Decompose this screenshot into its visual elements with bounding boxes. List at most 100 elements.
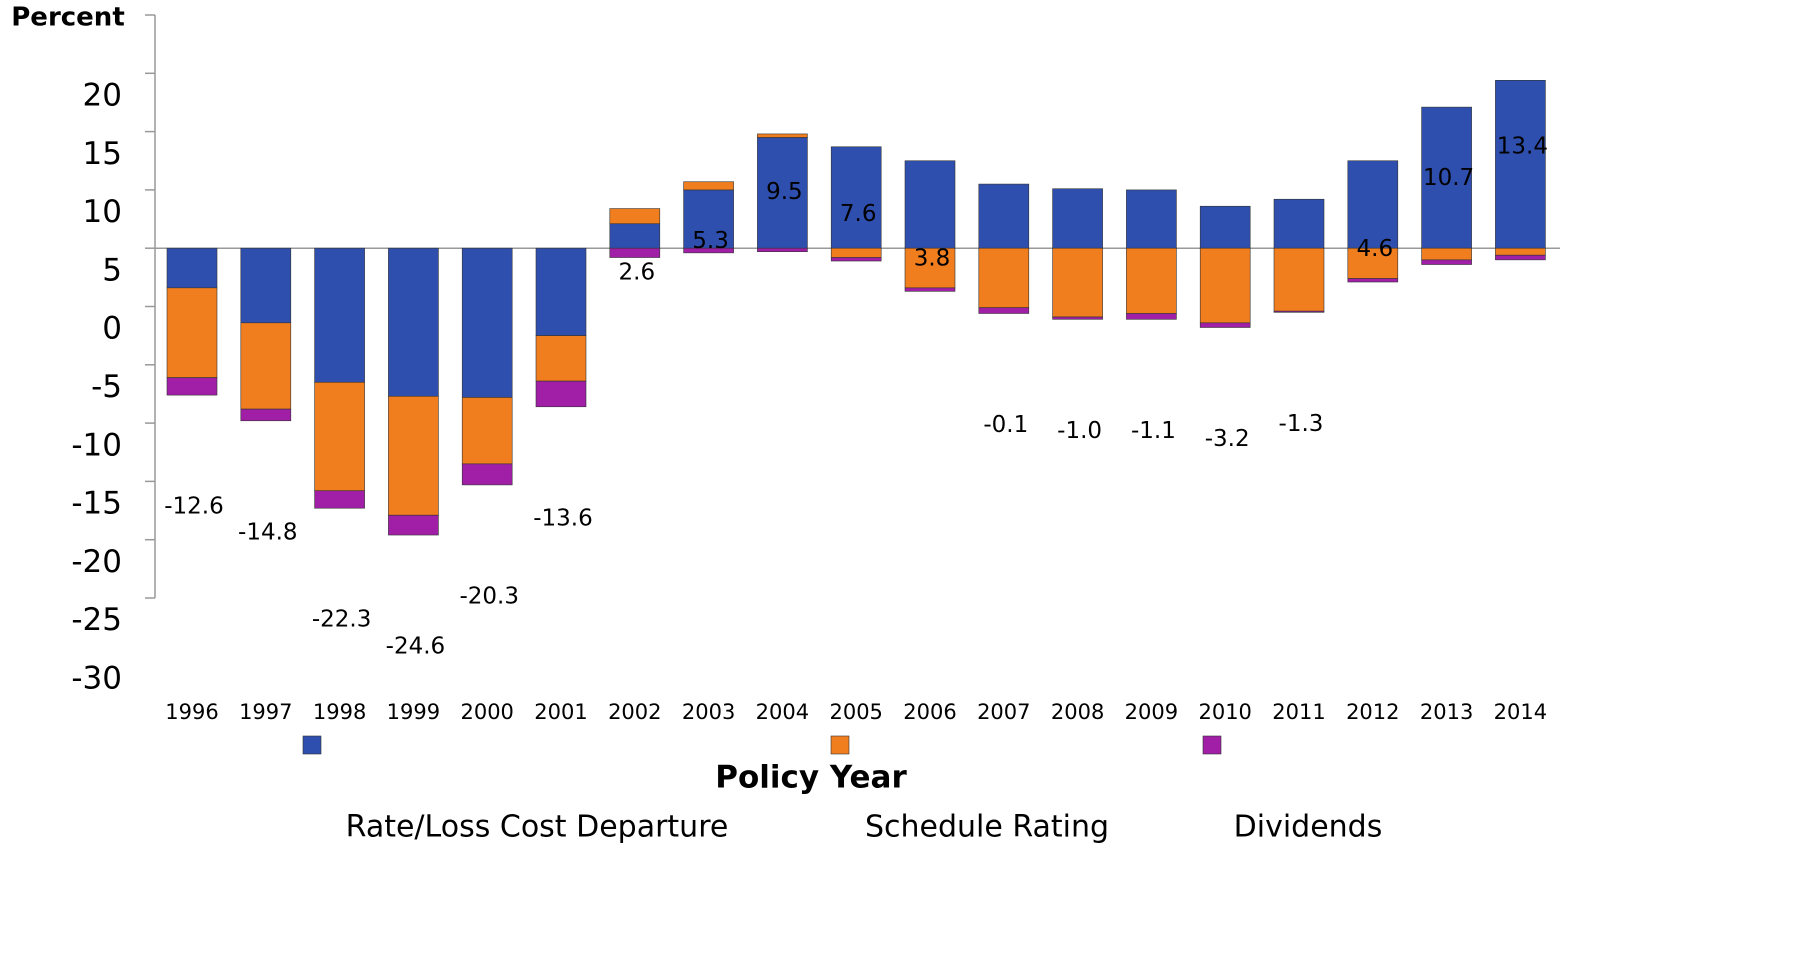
bar-segment <box>1273 198 1325 249</box>
bar-segment <box>609 223 661 249</box>
bar-segment <box>1126 313 1177 320</box>
bar-segment <box>830 247 882 258</box>
bar-segment <box>314 247 365 383</box>
bar-segment <box>388 514 439 536</box>
bar-segment <box>1052 188 1103 249</box>
x-tick-label: 2009 <box>1125 700 1178 724</box>
y-tick-label: -20 <box>71 544 122 580</box>
bar-segment <box>1199 322 1251 328</box>
bar-segment <box>240 408 292 422</box>
bar-segment <box>535 335 587 382</box>
value-label: -13.6 <box>533 505 593 531</box>
bar-segment <box>535 247 587 336</box>
value-label: -12.6 <box>164 494 224 520</box>
value-label: 2.6 <box>619 259 656 285</box>
legend-swatch <box>1202 735 1222 755</box>
x-tick-label: 2007 <box>977 700 1030 724</box>
bar-segment <box>535 380 587 408</box>
bar-segment <box>1199 247 1251 324</box>
y-tick-label: -5 <box>91 369 122 405</box>
bar-segment <box>388 395 439 516</box>
bar-segment <box>461 397 513 465</box>
bar-segment <box>1495 247 1546 256</box>
y-axis-title: Percent <box>11 3 125 33</box>
bar-segment <box>1052 247 1103 318</box>
bar-segment <box>461 247 513 398</box>
legend-label: Dividends <box>1234 810 1383 845</box>
bar-segment <box>1052 316 1103 320</box>
bar-segment <box>314 490 365 509</box>
x-tick-label: 2005 <box>829 700 882 724</box>
x-tick-label: 2014 <box>1494 700 1547 724</box>
value-label: 4.6 <box>1357 236 1394 262</box>
x-tick-label: 2002 <box>608 700 661 724</box>
x-tick-label: 2010 <box>1198 700 1251 724</box>
bar-segment <box>1273 247 1325 312</box>
bar-segment <box>683 189 734 249</box>
bar-segment <box>609 208 661 225</box>
bar-segment <box>830 257 882 262</box>
bar-segment <box>1126 189 1177 249</box>
x-tick-label: 2000 <box>460 700 513 724</box>
bar-segment <box>166 247 218 289</box>
bar-segment <box>1421 106 1472 249</box>
value-label: -22.3 <box>312 607 372 633</box>
bar-segment <box>978 247 1030 308</box>
bar-segment <box>166 287 218 378</box>
value-label: -1.1 <box>1131 418 1176 444</box>
bar-segment <box>1421 247 1472 261</box>
y-tick-label: 20 <box>83 78 122 114</box>
bar-segment <box>461 463 513 486</box>
value-label: -3.2 <box>1205 426 1250 452</box>
y-tick-label: -30 <box>71 661 122 697</box>
x-tick-label: 2011 <box>1272 700 1325 724</box>
bar-segment <box>609 247 661 258</box>
bar-segment <box>978 183 1030 249</box>
bar-segment <box>1199 205 1251 249</box>
x-axis-title: Policy Year <box>715 760 907 796</box>
bar-segment <box>1495 79 1546 249</box>
bar-segment <box>1421 259 1472 265</box>
legend-label: Rate/Loss Cost Departure <box>346 810 729 845</box>
bar-segment <box>314 381 365 492</box>
y-tick-label: -25 <box>71 602 122 638</box>
x-tick-label: 1999 <box>387 700 440 724</box>
x-tick-label: 2013 <box>1420 700 1473 724</box>
bar-segment <box>978 307 1030 314</box>
value-label: -0.1 <box>983 412 1028 438</box>
value-label: 5.3 <box>692 228 729 254</box>
bar-segment <box>1126 247 1177 314</box>
bar-segment <box>1347 160 1399 249</box>
value-label: -14.8 <box>238 519 298 545</box>
value-label: -1.3 <box>1279 411 1324 437</box>
bar-segment <box>240 322 292 410</box>
legend-swatch <box>830 735 850 755</box>
bar-segment <box>904 247 956 289</box>
bar-segment <box>904 160 956 249</box>
x-tick-label: 2001 <box>534 700 587 724</box>
bar-segment <box>240 247 292 324</box>
x-tick-label: 1997 <box>239 700 292 724</box>
x-tick-label: 1998 <box>313 700 366 724</box>
legend-swatch <box>302 735 322 755</box>
value-label: -24.6 <box>386 634 446 660</box>
bar-segment <box>683 247 734 254</box>
y-tick-label: 5 <box>102 252 122 288</box>
value-label: 13.4 <box>1497 133 1548 159</box>
bar-segment <box>388 247 439 397</box>
value-label: 10.7 <box>1423 165 1474 191</box>
legend-label: Schedule Rating <box>865 810 1109 845</box>
bar-segment <box>830 146 882 249</box>
bar-segment <box>1347 278 1399 283</box>
x-tick-label: 2008 <box>1051 700 1104 724</box>
x-tick-label: 1996 <box>165 700 218 724</box>
bar-segment <box>166 377 218 396</box>
y-tick-label: 0 <box>102 311 122 347</box>
bar-segment <box>757 247 808 252</box>
x-tick-label: 2006 <box>903 700 956 724</box>
bar-segment <box>1495 254 1546 261</box>
bar-segment <box>1347 247 1399 279</box>
x-tick-label: 2004 <box>756 700 809 724</box>
bar-segment <box>1273 310 1325 313</box>
